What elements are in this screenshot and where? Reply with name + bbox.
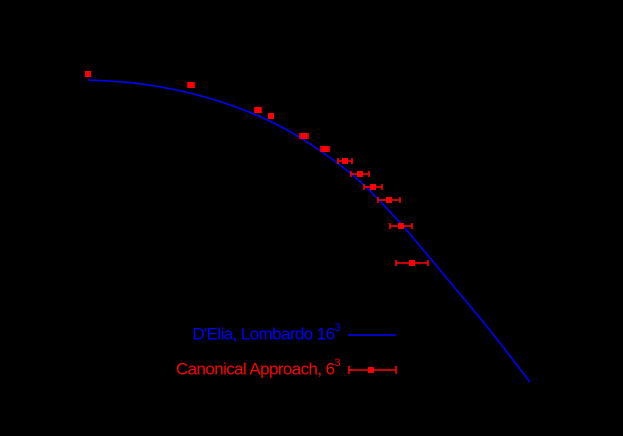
legend-entry-canonical: Canonical Approach, 63 xyxy=(176,357,341,380)
legend-sup: 3 xyxy=(334,357,340,369)
legend-text: D'Elia, Lombardo 16 xyxy=(192,324,335,344)
delia-lombardo-curve xyxy=(87,79,531,383)
canonical-approach-points xyxy=(85,71,429,266)
legend-symbols xyxy=(348,334,397,374)
legend-text: Canonical Approach, 6 xyxy=(176,359,335,379)
legend-entry-delia: D'Elia, Lombardo 163 xyxy=(192,322,340,345)
legend-sup: 3 xyxy=(334,322,340,334)
